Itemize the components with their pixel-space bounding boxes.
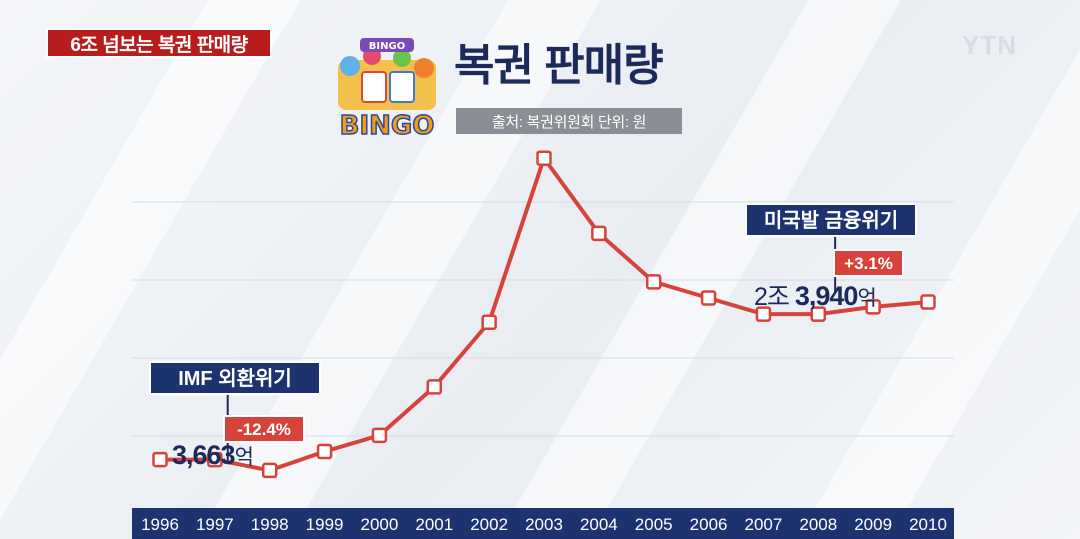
chart-title: 복권 판매량: [454, 41, 664, 90]
x-tick-label-2005: 2005: [635, 515, 673, 534]
x-tick-label-2002: 2002: [470, 515, 508, 534]
x-tick-label-2009: 2009: [854, 515, 892, 534]
source-label: 출처: 복권위원회 단위: 원: [456, 108, 682, 134]
data-point-2007: [755, 306, 772, 322]
data-point-1998: [261, 462, 278, 479]
annotations: IMF 외환위기 -12.4%3,663억 미국발 금융위기 +3.1% 2조 3,94…: [149, 203, 917, 470]
x-tick-label-2008: 2008: [799, 515, 837, 534]
x-tick-label-2001: 2001: [415, 515, 453, 534]
annotation-change-badge: [833, 249, 904, 277]
data-point-2003: [536, 150, 552, 166]
bingo-logo-icon: BINGO BINGO: [338, 38, 436, 140]
x-tick-label-2010: 2010: [909, 515, 947, 534]
annotation-value-label: 3,663억: [172, 440, 253, 470]
logo-subtext: BINGO: [369, 41, 405, 52]
annotation-event-box: [149, 361, 321, 395]
annotation-event-box: [745, 203, 917, 237]
annotation-change-label: +3.1%: [844, 254, 893, 273]
chart-grid: [132, 201, 954, 437]
data-points: [152, 150, 936, 479]
topic-label: 6조 넘보는 복권 판매량: [46, 28, 272, 58]
x-tick-label-1999: 1999: [306, 515, 344, 534]
x-tick-label-1997: 1997: [196, 515, 234, 534]
data-point-2010: [920, 294, 936, 310]
data-point-1997: [207, 451, 223, 468]
x-tick-label-1996: 1996: [141, 515, 179, 534]
data-point-2000: [371, 427, 388, 444]
annotation-change-badge: [223, 415, 305, 443]
annotation-event-label: 미국발 금융위기: [764, 209, 898, 232]
annotation-change-label: -12.4%: [237, 420, 291, 439]
data-point-2009: [865, 299, 881, 315]
broadcaster-logo: YTN: [962, 30, 1017, 60]
data-point-2008: [810, 306, 827, 322]
data-point-1999: [316, 443, 333, 460]
x-tick-labels: 1996 1997 1998 1999 2000 2001 2002 2003 2004 2005…: [141, 515, 947, 534]
x-tick-label-2003: 2003: [525, 515, 563, 534]
annotation-value-label: 2조 3,940억: [754, 281, 876, 311]
annotation-event-label: IMF 외환위기: [178, 367, 292, 390]
x-tick-label-2000: 2000: [361, 515, 399, 534]
data-point-2005: [645, 274, 662, 290]
x-tick-label-2007: 2007: [745, 515, 783, 534]
data-point-2001: [426, 379, 443, 395]
x-tick-label-2004: 2004: [580, 515, 618, 534]
data-point-2006: [700, 290, 717, 306]
data-point-2004: [591, 225, 607, 242]
data-point-1996: [152, 451, 168, 468]
x-axis-bar: [132, 508, 954, 539]
x-tick-label-2006: 2006: [690, 515, 728, 534]
data-point-2002: [481, 314, 497, 330]
x-tick-label-1998: 1998: [251, 515, 289, 534]
logo-text: BINGO: [340, 111, 435, 140]
